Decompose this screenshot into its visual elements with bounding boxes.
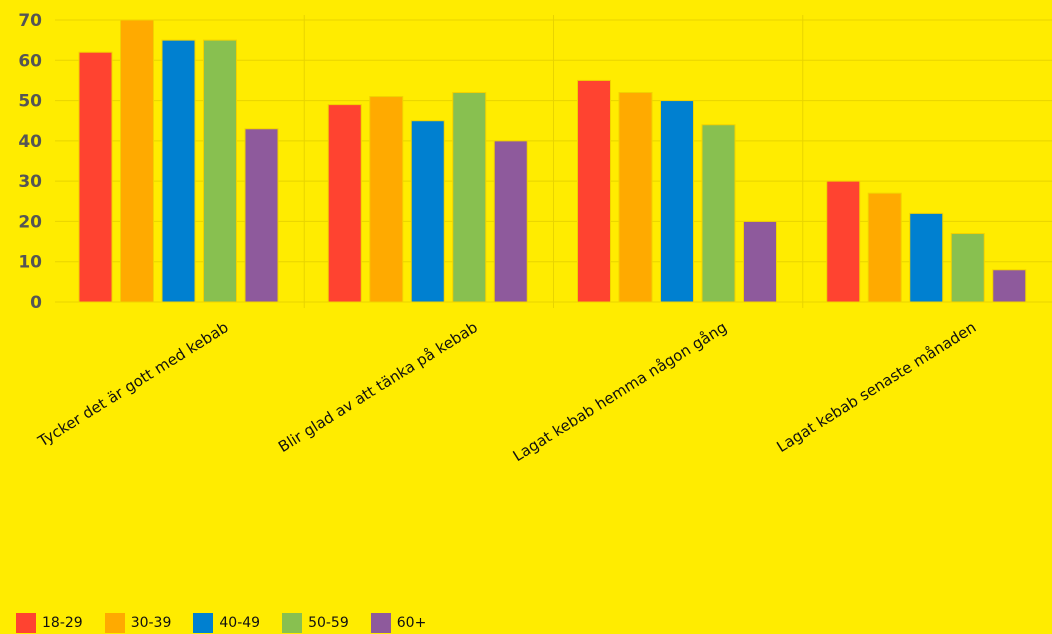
bar: [992, 269, 1027, 303]
legend-label: 18-29: [42, 615, 83, 631]
legend-item: 40-49: [193, 613, 260, 633]
bar: [618, 92, 653, 303]
category-label: Lagat kebab senaste månaden: [773, 318, 979, 456]
category-label: Tycker det är gott med kebab: [34, 318, 232, 451]
legend-label: 30-39: [130, 615, 172, 631]
bar: [867, 192, 902, 303]
bar: [701, 124, 736, 303]
bar: [161, 39, 196, 303]
legend-swatch: [104, 613, 125, 633]
legend-swatch: [16, 613, 36, 633]
bar: [452, 92, 487, 303]
y-tick-label: 40: [18, 132, 42, 152]
bar: [120, 19, 154, 303]
bars: [78, 19, 1027, 303]
category-label: Blir glad av att tänka på kebab: [275, 318, 481, 456]
legend-swatch: [282, 613, 303, 633]
legend-label: 60+: [396, 615, 427, 631]
legend-swatch: [370, 613, 391, 633]
y-tick-label: 0: [30, 293, 42, 313]
legend-label: 40-49: [219, 615, 261, 631]
legend-swatch: [193, 613, 214, 633]
bar: [660, 100, 694, 303]
x-axis-labels: Tycker det är gott med kebab Blir glad av…: [34, 318, 979, 465]
y-tick-label: 60: [18, 51, 42, 71]
legend-label: 50-59: [308, 615, 349, 631]
bar: [369, 96, 404, 303]
bar: [577, 79, 611, 303]
y-axis-ticks: 0 10 20 30 40 50 60 70: [18, 11, 42, 313]
legend-item: 30-39: [104, 613, 172, 633]
bar-chart: 0 10 20 30 40 50 60 70 Tycker det är gott med k…: [18, 11, 1052, 465]
bar: [244, 128, 279, 303]
bar: [78, 51, 113, 303]
y-tick-label: 30: [18, 172, 42, 192]
bar: [410, 120, 445, 303]
bar: [743, 220, 777, 303]
y-tick-label: 20: [18, 212, 42, 232]
bar: [950, 233, 985, 303]
bar: [826, 180, 861, 303]
y-tick-label: 70: [18, 11, 42, 31]
legend-item: 60+: [370, 613, 427, 633]
y-tick-label: 10: [18, 253, 42, 273]
legend-item: 50-59: [282, 613, 349, 633]
legend: 18-29 30-39 40-49 50-59 60+: [16, 613, 426, 633]
bar: [203, 39, 237, 303]
y-tick-label: 50: [18, 92, 42, 112]
bar: [493, 140, 528, 303]
bar: [909, 212, 944, 303]
bar: [327, 104, 362, 303]
category-label: Lagat kebab hemma någon gång: [510, 318, 730, 465]
legend-item: 18-29: [16, 613, 83, 633]
